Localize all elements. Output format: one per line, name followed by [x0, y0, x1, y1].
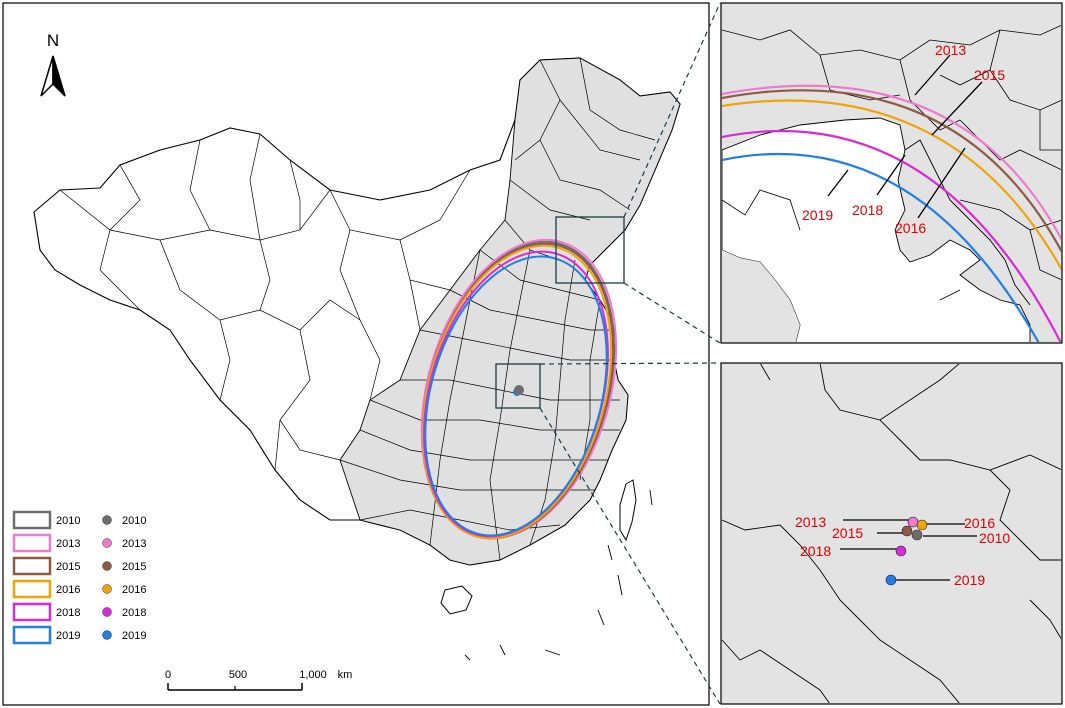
callout-bot-2013: 2013 — [795, 514, 826, 530]
legend-ellipse-swatch-2015 — [12, 556, 52, 576]
callout-top-2018: 2018 — [852, 202, 883, 218]
legend-ellipse-label-2019: 2019 — [56, 630, 80, 642]
center-2010-main — [514, 385, 524, 395]
south-china-sea-islands — [464, 489, 653, 661]
scale-tick-500: 500 — [229, 669, 247, 681]
mean-centers-main — [513, 385, 524, 396]
connector-lines — [539, 2, 721, 705]
callout-bot-2016: 2016 — [964, 515, 995, 531]
legend-ellipse-label-2015: 2015 — [56, 561, 80, 573]
legend-center-label-2013: 2013 — [122, 538, 146, 550]
legend-center-label-2015: 2015 — [122, 561, 146, 573]
inset-center-2010 — [911, 529, 923, 541]
north-label: N — [47, 31, 59, 50]
legend-center-label-2018: 2018 — [122, 607, 146, 619]
inset-top-sea — [722, 117, 1031, 342]
legend-ellipse-swatch-2013 — [12, 533, 52, 553]
inset-center-2019 — [885, 574, 897, 586]
inset-center-2016 — [916, 519, 928, 531]
inset-bottom-panel: 2013 2016 2015 2010 2018 2019 — [720, 362, 1063, 705]
inset-bottom-leaders — [840, 519, 977, 581]
inset-center-2013 — [907, 516, 919, 528]
inset-top-callouts: 2013 2015 2018 2019 2016 — [802, 42, 1005, 236]
legend-center-dot-2010 — [102, 515, 112, 525]
inset-center-2015 — [901, 525, 913, 537]
arc-2019 — [722, 152, 1040, 342]
legend-ellipse-label-2018: 2018 — [56, 607, 80, 619]
ellipse-2016 — [421, 244, 613, 540]
arc-2016 — [722, 99, 1061, 271]
legend-ellipse-label-2013: 2013 — [56, 538, 80, 550]
legend-ellipse-swatch-2016 — [12, 579, 52, 599]
legend-ellipse-swatch-2010 — [12, 510, 52, 530]
legend-center-label-2019: 2019 — [122, 630, 146, 642]
legend-center-dot-2016 — [102, 584, 112, 594]
legend-center-dot-2019 — [102, 630, 112, 640]
callout-top-2015: 2015 — [974, 67, 1005, 83]
scale-tick-0: 0 — [165, 669, 171, 681]
legend-ellipse-label-2010: 2010 — [56, 515, 80, 527]
legend-center-dot-2018 — [102, 607, 112, 617]
scale-tick-1000: 1,000 — [299, 669, 327, 681]
callout-top-2019: 2019 — [802, 207, 833, 223]
legend-center-label-2016: 2016 — [122, 584, 146, 596]
hainan-island — [440, 585, 473, 615]
inset-bottom-centers — [885, 516, 928, 586]
callout-bot-2018: 2018 — [800, 543, 831, 559]
inset-center-2018 — [895, 545, 907, 557]
zoom-box-north — [555, 216, 625, 284]
scale-unit: km — [338, 669, 353, 681]
legend-ellipse-label-2016: 2016 — [56, 584, 80, 596]
legend-ellipse-swatch-2019 — [12, 625, 52, 645]
legend-center-dot-2015 — [102, 561, 112, 571]
inset-top-panel: 2013 2015 2018 2019 2016 — [720, 2, 1063, 344]
scale-bar: 0 500 1,000 km — [165, 669, 353, 691]
legend-center-label-2010: 2010 — [122, 515, 146, 527]
arc-2015 — [722, 89, 1061, 253]
inset-bottom-callouts: 2013 2016 2015 2010 2018 2019 — [795, 514, 1010, 588]
legend: 2010 2013 2015 2016 2018 2019 2010 2013 2015 2016… — [12, 510, 146, 645]
callout-top-2013: 2013 — [935, 42, 966, 58]
callout-bot-2019: 2019 — [954, 572, 985, 588]
taiwan-island — [619, 479, 637, 542]
main-map-panel: N 20102013201520162018201920102013201520… — [2, 2, 710, 706]
inset-top-leaders — [827, 54, 983, 219]
arc-2018 — [722, 129, 1061, 342]
zoom-box-center — [495, 363, 541, 409]
arc-2013 — [722, 84, 1061, 241]
north-arrow: N — [40, 31, 66, 97]
callout-top-2016: 2016 — [895, 220, 926, 236]
inset-top-arcs — [722, 84, 1061, 342]
legend-center-dot-2013 — [102, 538, 112, 548]
callout-bot-2015: 2015 — [832, 525, 863, 541]
legend-ellipse-swatch-2018 — [12, 602, 52, 622]
callout-bot-2010: 2010 — [979, 530, 1010, 546]
